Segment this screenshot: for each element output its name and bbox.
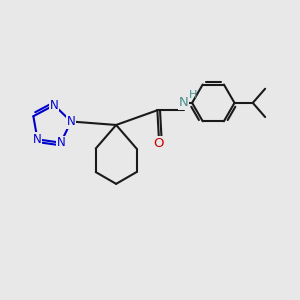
Text: N: N: [33, 133, 42, 146]
Text: N: N: [56, 136, 65, 149]
Text: N: N: [50, 99, 58, 112]
Text: N: N: [179, 96, 189, 110]
Text: O: O: [154, 137, 164, 150]
Text: N: N: [67, 115, 76, 128]
Text: H: H: [189, 90, 197, 100]
